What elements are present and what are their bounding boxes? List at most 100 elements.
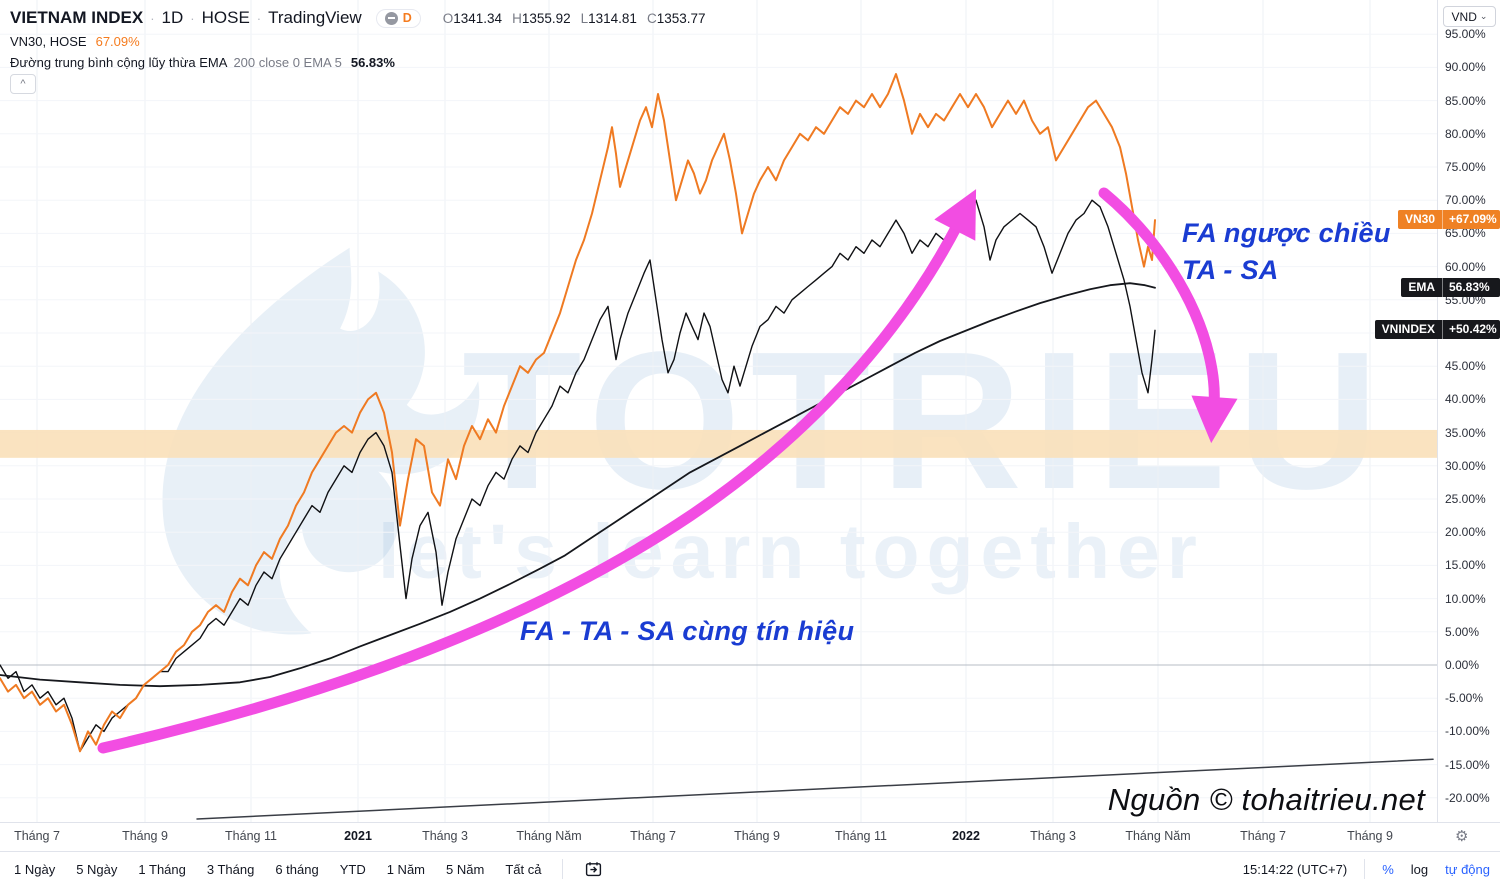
price-tick-label: 95.00% <box>1445 27 1486 42</box>
price-tick-label: 20.00% <box>1445 525 1486 540</box>
annotation-divergence-line2[interactable]: TA - SA <box>1182 255 1279 285</box>
price-tick-label: -15.00% <box>1445 757 1490 772</box>
price-tick-label: 35.00% <box>1445 425 1486 440</box>
time-axis-label: Tháng 7 <box>14 829 60 843</box>
up-trend-arrow[interactable] <box>97 189 977 754</box>
price-axis[interactable]: VND ⌄ 95.00% 90.00% 85.00% 80.00% 75.00% 70.0… <box>1437 0 1500 822</box>
toolbar-divider <box>1364 859 1366 879</box>
price-tick-label: 25.00% <box>1445 492 1486 506</box>
time-axis[interactable]: Tháng 7 Tháng 9 Tháng 11 2021 Tháng 3 Tháng N… <box>0 822 1500 851</box>
price-tick-label: -5.00% <box>1445 691 1484 706</box>
series-vnindex[interactable] <box>0 199 1156 752</box>
source-credit-text: Nguồn © tohaitrieu.net <box>1107 782 1425 817</box>
separator-dot: · <box>190 10 195 26</box>
annotation-divergence-line1[interactable]: FA ngược chiều <box>1182 218 1391 248</box>
ohlc-pair: L1314.81 <box>580 10 637 26</box>
annotation-alignment-text[interactable]: FA - TA - SA cùng tín hiệu <box>520 616 855 646</box>
log-scale-button[interactable]: log <box>1410 861 1429 877</box>
indicator-name: Đường trung bình cộng lũy thừa EMA <box>10 55 228 70</box>
price-tick-label: 80.00% <box>1445 126 1486 141</box>
range-button-5-ngày[interactable]: 5 Ngày <box>76 861 118 877</box>
toolbar-right-group: 15:14:22 (UTC+7) % log tự động <box>1243 852 1490 886</box>
range-button-5-năm[interactable]: 5 Năm <box>446 861 485 877</box>
price-tick-label: -10.00% <box>1445 724 1490 739</box>
symbol-title[interactable]: VIETNAM INDEX <box>10 8 144 27</box>
time-axis-label: Tháng 11 <box>835 829 887 843</box>
currency-button[interactable]: VND ⌄ <box>1443 6 1496 27</box>
exchange-label[interactable]: HOSE <box>201 8 250 27</box>
symbol-header-row: VIETNAM INDEX · 1D · HOSE · TradingView … <box>10 8 716 28</box>
compare-series-name: VN30, HOSE <box>10 34 87 49</box>
range-button-tất-cả[interactable]: Tất cả <box>505 861 542 877</box>
price-tick-label: 65.00% <box>1445 226 1486 241</box>
range-button-ytd[interactable]: YTD <box>339 861 366 877</box>
auto-scale-button[interactable]: tự động <box>1445 861 1490 877</box>
compare-series-row[interactable]: VN30, HOSE 67.09% <box>10 34 140 49</box>
separator-dot: · <box>150 10 155 26</box>
down-trend-arrow[interactable] <box>1098 187 1238 444</box>
time-axis-label: Tháng 7 <box>1240 829 1286 843</box>
price-label-vn30[interactable]: VN30 +67.09% <box>1397 209 1500 229</box>
time-axis-label: 2021 <box>344 829 372 843</box>
price-label-value: +50.42% <box>1449 322 1497 337</box>
price-label-value: 56.83% <box>1449 279 1490 294</box>
interval-label[interactable]: 1D <box>161 8 184 27</box>
clock-label[interactable]: 15:14:22 (UTC+7) <box>1242 861 1348 877</box>
time-axis-label: Tháng 7 <box>630 829 676 843</box>
range-button-1-ngày[interactable]: 1 Ngày <box>14 861 56 877</box>
price-label-name: VNINDEX <box>1375 320 1443 340</box>
time-axis-label: Tháng 3 <box>1030 829 1076 843</box>
ohlc-pair: H1355.92 <box>512 10 571 26</box>
price-label-name: EMA <box>1401 277 1443 297</box>
chevron-up-icon: ^ <box>20 78 26 90</box>
price-tick-label: 15.00% <box>1445 558 1486 573</box>
ohlc-values: O1341.34 H1355.92 L1314.81 C1353.77 <box>443 11 716 26</box>
indicator-params: 200 close 0 EMA 5 <box>233 55 342 70</box>
price-tick-label: 60.00% <box>1445 259 1486 274</box>
price-tick-label: 85.00% <box>1445 93 1486 108</box>
market-status-pill[interactable]: D <box>375 8 421 28</box>
toolbar-divider <box>562 859 564 879</box>
range-button-3-tháng[interactable]: 3 Tháng <box>206 861 255 877</box>
price-label-ema[interactable]: EMA 56.83% <box>1401 277 1500 297</box>
range-button-1-tháng[interactable]: 1 Tháng <box>138 861 186 877</box>
price-tick-label: 45.00% <box>1445 359 1486 374</box>
compare-series-value: 67.09% <box>95 34 140 49</box>
range-button-6-tháng[interactable]: 6 tháng <box>275 861 319 877</box>
indicator-value: 56.83% <box>350 55 395 70</box>
axis-settings-gear-icon[interactable]: ⚙ <box>1455 828 1469 845</box>
time-axis-label: Tháng Năm <box>516 829 582 843</box>
ohlc-pair: C1353.77 <box>646 10 706 26</box>
market-status-letter: D <box>402 11 412 25</box>
price-label-value: +67.09% <box>1449 211 1497 226</box>
bottom-toolbar: 1 Ngày 5 Ngày 1 Tháng 3 Tháng 6 tháng YTD 1 Nă… <box>0 851 1500 886</box>
legend-collapse-button[interactable]: ^ <box>10 74 36 94</box>
time-axis-label: Tháng 3 <box>422 829 468 843</box>
price-tick-label: 10.00% <box>1445 591 1486 606</box>
ohlc-pair: O1341.34 <box>442 10 503 26</box>
price-tick-label: 70.00% <box>1445 193 1486 208</box>
chart-canvas[interactable]: TOTRIEU let's learn together FA ngược ch… <box>0 0 1437 822</box>
plot-svg[interactable] <box>0 0 1437 822</box>
range-button-1-năm[interactable]: 1 Năm <box>386 861 426 877</box>
series-trendline[interactable] <box>196 758 1434 820</box>
price-tick-label: 0.00% <box>1445 658 1480 672</box>
price-label-vnindex[interactable]: VNINDEX +50.42% <box>1374 320 1500 340</box>
range-buttons-group: 1 Ngày 5 Ngày 1 Tháng 3 Tháng 6 tháng YTD 1 Nă… <box>14 852 603 886</box>
indicator-row[interactable]: Đường trung bình cộng lũy thừa EMA 200 c… <box>10 55 395 70</box>
currency-label: VND <box>1451 9 1477 24</box>
series-ema-200[interactable] <box>0 282 1156 688</box>
time-axis-label: Tháng 9 <box>122 829 168 843</box>
price-label-name: VN30 <box>1398 209 1443 229</box>
price-tick-label: 75.00% <box>1445 160 1486 174</box>
time-axis-label: Tháng 9 <box>1347 829 1393 843</box>
go-to-date-calendar-icon[interactable] <box>584 860 603 879</box>
percent-scale-button[interactable]: % <box>1382 861 1394 877</box>
series-vn30[interactable] <box>0 73 1156 753</box>
platform-label[interactable]: TradingView <box>268 8 362 27</box>
time-axis-label: Tháng 11 <box>225 829 277 843</box>
time-axis-label: Tháng Năm <box>1125 829 1191 843</box>
time-axis-label: 2022 <box>952 829 980 843</box>
chevron-down-icon: ⌄ <box>1479 11 1488 21</box>
